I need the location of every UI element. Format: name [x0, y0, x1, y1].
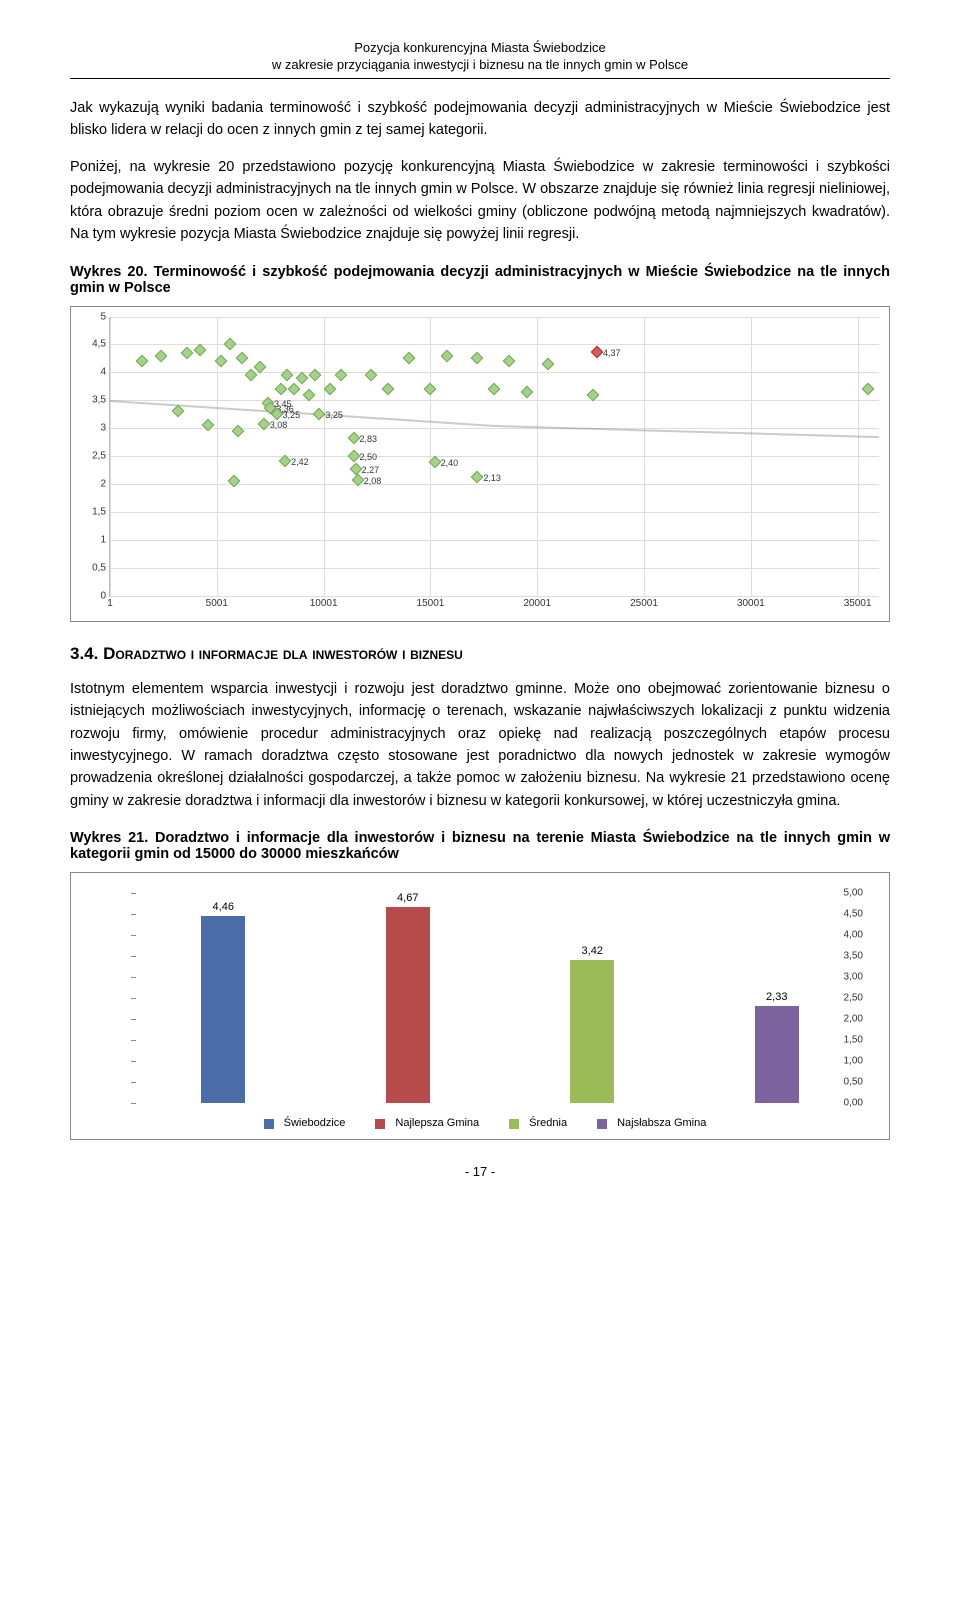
scatter-point	[334, 369, 347, 382]
chart20-box: 00,511,522,533,544,551500110001150012000…	[70, 306, 890, 622]
bar-2: 3,42	[500, 945, 685, 1104]
scatter-point	[347, 431, 360, 444]
scatter-point	[172, 405, 185, 418]
scatter-point	[862, 383, 875, 396]
scatter-point	[364, 369, 377, 382]
header-line1: Pozycja konkurencyjna Miasta Świebodzice	[70, 40, 890, 57]
scatter-point	[381, 383, 394, 396]
bar-3: 2,33	[685, 991, 870, 1104]
scatter-point	[471, 352, 484, 365]
scatter-point	[181, 346, 194, 359]
section-title: Doradztwo i informacje dla inwestorów i …	[103, 644, 463, 663]
page-header: Pozycja konkurencyjna Miasta Świebodzice…	[70, 40, 890, 79]
scatter-point	[309, 369, 322, 382]
header-line2: w zakresie przyciągania inwestycji i biz…	[70, 57, 890, 74]
scatter-point	[193, 344, 206, 357]
chart20-title: Wykres 20. Terminowość i szybkość podejm…	[70, 264, 890, 296]
scatter-point	[136, 355, 149, 368]
scatter-point	[202, 419, 215, 432]
scatter-point	[349, 463, 362, 476]
chart20-plot: 00,511,522,533,544,551500110001150012000…	[109, 317, 879, 617]
scatter-point	[441, 349, 454, 362]
paragraph-1: Jak wykazują wyniki badania terminowość …	[70, 97, 890, 142]
bar-1: 4,67	[316, 892, 501, 1103]
scatter-point	[520, 386, 533, 399]
chart21-plot: 0,000,501,001,502,002,503,003,504,004,50…	[131, 893, 869, 1109]
scatter-point	[591, 345, 604, 358]
chart21-legend: ŚwiebodziceNajlepsza GminaŚredniaNajsłab…	[91, 1109, 869, 1131]
scatter-point	[253, 360, 266, 373]
section-3-4-heading: 3.4. Doradztwo i informacje dla inwestor…	[70, 644, 890, 664]
scatter-point	[155, 349, 168, 362]
scatter-point	[236, 352, 249, 365]
scatter-point	[471, 470, 484, 483]
section-number: 3.4.	[70, 644, 98, 663]
chart21-box: 0,000,501,001,502,002,503,003,504,004,50…	[70, 872, 890, 1140]
scatter-point	[223, 338, 236, 351]
page-footer: - 17 -	[70, 1164, 890, 1179]
chart21-title: Wykres 21. Doradztwo i informacje dla in…	[70, 830, 890, 862]
scatter-point	[274, 383, 287, 396]
scatter-point	[302, 388, 315, 401]
scatter-point	[488, 383, 501, 396]
scatter-point	[228, 475, 241, 488]
scatter-point	[245, 369, 258, 382]
scatter-point	[281, 369, 294, 382]
scatter-point	[542, 358, 555, 371]
paragraph-2: Poniżej, na wykresie 20 przedstawiono po…	[70, 156, 890, 246]
scatter-point	[324, 383, 337, 396]
scatter-point	[287, 383, 300, 396]
bar-0: 4,46	[131, 901, 316, 1103]
scatter-point	[586, 388, 599, 401]
scatter-point	[347, 450, 360, 463]
scatter-point	[424, 383, 437, 396]
scatter-point	[503, 355, 516, 368]
paragraph-3: Istotnym elementem wsparcia inwestycji i…	[70, 678, 890, 813]
scatter-point	[403, 352, 416, 365]
scatter-point	[296, 372, 309, 385]
scatter-point	[232, 425, 245, 438]
